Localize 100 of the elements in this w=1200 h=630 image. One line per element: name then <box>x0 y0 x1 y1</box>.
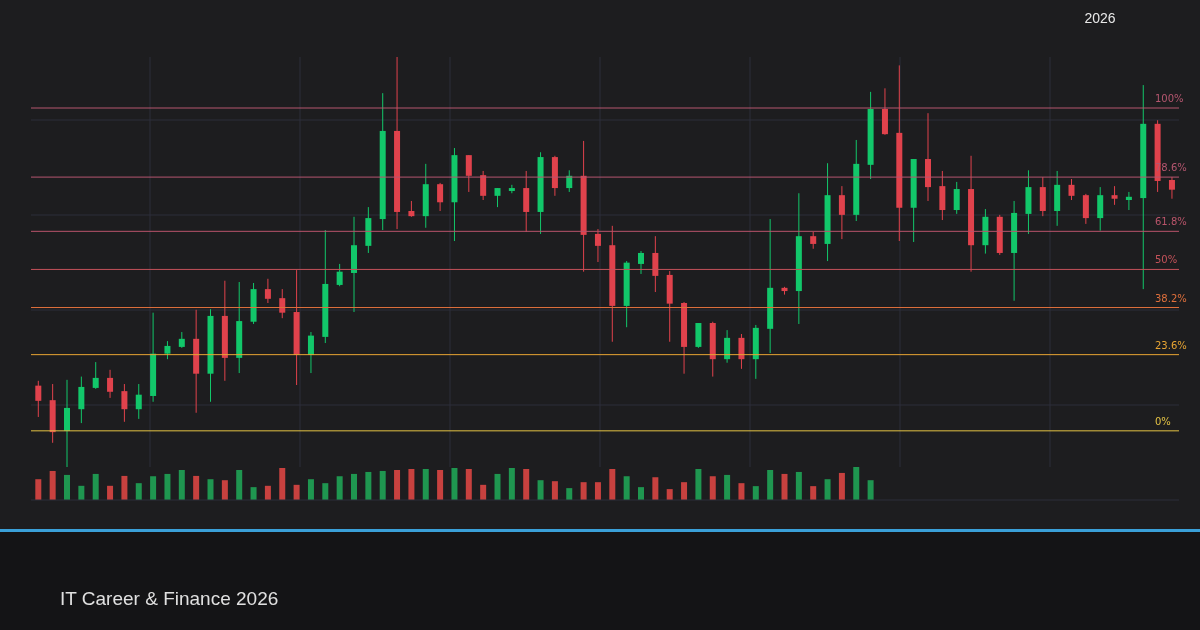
bar <box>494 473 501 500</box>
bar <box>135 483 142 500</box>
bar <box>810 486 817 500</box>
bar <box>178 469 185 500</box>
bar <box>551 481 558 500</box>
candlestick <box>164 340 171 360</box>
bar <box>795 471 802 500</box>
bar <box>336 476 343 500</box>
bar <box>824 479 831 500</box>
candlestick <box>64 379 71 467</box>
bar <box>35 479 42 500</box>
bar <box>724 474 731 500</box>
bar <box>681 482 688 500</box>
bar <box>365 471 372 500</box>
bar <box>49 470 56 500</box>
candlestick <box>1082 193 1089 225</box>
bar <box>236 469 243 500</box>
candlestick <box>264 278 271 304</box>
bar <box>193 475 200 500</box>
candlestick <box>465 154 472 193</box>
bar <box>379 470 386 500</box>
candlestick <box>695 322 702 349</box>
candlestick <box>523 170 530 233</box>
bar <box>609 468 616 500</box>
candlestick <box>594 228 601 263</box>
candlestick <box>494 187 501 208</box>
bar <box>164 473 171 500</box>
bar <box>279 467 286 500</box>
candlestick <box>480 170 487 201</box>
bar <box>594 482 601 500</box>
bar <box>853 467 860 500</box>
bar <box>867 480 874 500</box>
bar <box>150 476 157 500</box>
bar <box>207 479 214 500</box>
bar <box>508 467 515 500</box>
candlestick <box>738 333 745 370</box>
bar <box>451 467 458 500</box>
bar <box>537 480 544 500</box>
candlestick <box>1039 176 1046 217</box>
bar <box>221 480 228 500</box>
bar <box>767 469 774 500</box>
bar <box>638 487 645 500</box>
bar <box>307 479 314 500</box>
bar <box>422 468 429 500</box>
candlestick <box>724 329 731 364</box>
candlestick <box>1068 178 1075 201</box>
candlestick <box>279 288 286 319</box>
bar <box>351 473 358 500</box>
candlestick <box>838 185 845 240</box>
bar <box>709 476 716 500</box>
candlestick <box>121 383 128 423</box>
candlestick <box>953 181 960 215</box>
ref-line-label: 0% <box>1155 415 1171 427</box>
bar <box>394 469 401 500</box>
bar <box>322 483 329 500</box>
candlestick <box>1097 186 1104 232</box>
candlestick <box>652 235 659 293</box>
bar <box>666 489 673 500</box>
ref-line-label: 61.8% <box>1155 216 1187 228</box>
text: 2026 <box>1083 10 1117 26</box>
candlestick <box>78 376 85 424</box>
candlestick <box>508 184 515 194</box>
bar <box>465 468 472 500</box>
bar <box>64 474 71 500</box>
bar <box>752 486 759 500</box>
candlestick <box>92 361 99 390</box>
bar <box>580 482 587 500</box>
candlestick <box>1111 185 1118 206</box>
ref-line-label: 100% <box>1155 93 1184 105</box>
bar <box>781 473 788 500</box>
bar <box>480 484 487 500</box>
candlestick <box>437 182 444 212</box>
ref-line-label: 38.2% <box>1155 292 1187 304</box>
candlestick <box>307 331 314 374</box>
bar <box>838 472 845 500</box>
bar <box>652 477 659 500</box>
bar <box>523 468 530 500</box>
candlestick <box>35 380 42 418</box>
bar <box>695 468 702 500</box>
candlestick <box>336 263 343 287</box>
bar <box>78 485 85 500</box>
bar <box>107 485 114 500</box>
bar <box>566 488 573 500</box>
candlestick <box>939 170 946 221</box>
candlestick <box>638 250 645 275</box>
bar <box>92 473 99 500</box>
bar <box>408 468 415 500</box>
ref-line-label: 23.6% <box>1155 339 1187 351</box>
bar <box>623 476 630 500</box>
bar <box>250 487 257 500</box>
candlestick <box>1168 176 1175 200</box>
bar <box>264 485 271 500</box>
bar <box>121 475 128 500</box>
candlestick <box>107 369 114 399</box>
ref-line-label: 50% <box>1155 254 1178 266</box>
bar <box>293 484 300 500</box>
text: IT Career & Finance 2026 <box>60 588 280 610</box>
candlestick <box>1125 191 1132 211</box>
bar <box>738 483 745 500</box>
bar <box>437 469 444 500</box>
